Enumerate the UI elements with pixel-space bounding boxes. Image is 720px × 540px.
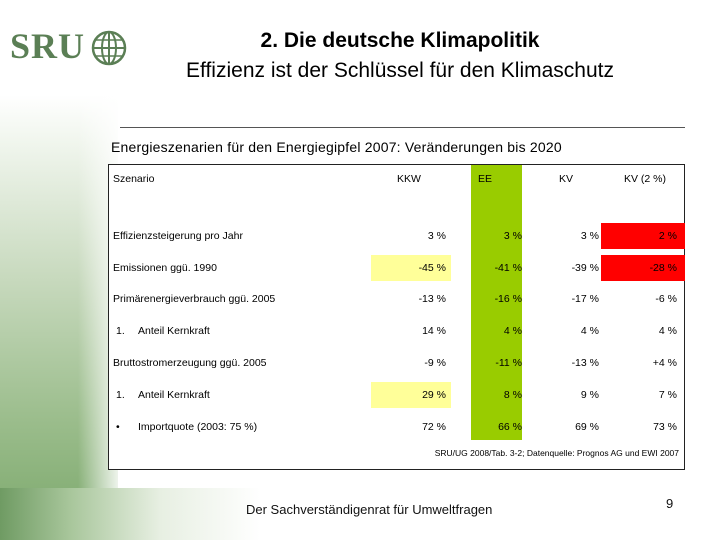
row-value: 72 %: [422, 421, 446, 433]
row-value: -45 %: [418, 262, 446, 274]
row-value: 2 %: [658, 230, 677, 242]
row-label: Bruttostromerzeugung ggü. 2005: [113, 357, 267, 369]
row-bullet: •: [116, 421, 120, 433]
row-value: -13 %: [418, 293, 446, 305]
row-value: 29 %: [422, 389, 446, 401]
row-value: 9 %: [580, 389, 599, 401]
row-value: -16 %: [494, 293, 522, 305]
row-value: 4 %: [503, 325, 522, 337]
row-value: -17 %: [571, 293, 599, 305]
yellow-highlight-kkw-row6: [371, 382, 451, 408]
yellow-highlight-kkw-row2: [371, 255, 451, 281]
header-ee: EE: [477, 173, 492, 185]
row-value: 4 %: [580, 325, 599, 337]
row-label: Emissionen ggü. 1990: [113, 262, 217, 274]
row-value: 66 %: [498, 421, 522, 433]
row-label: Anteil Kernkraft: [138, 389, 210, 401]
title-divider: [120, 127, 685, 128]
side-band: [0, 0, 118, 540]
row-value: -28 %: [649, 262, 677, 274]
header-kv: KV: [558, 173, 573, 185]
red-highlight-row2: [601, 255, 685, 281]
row-value: -41 %: [494, 262, 522, 274]
row-label: Effizienzsteigerung pro Jahr: [113, 230, 243, 242]
row-value: -13 %: [571, 357, 599, 369]
header-szenario: Szenario: [113, 173, 155, 185]
row-value: -11 %: [495, 357, 522, 369]
table-subtitle: Energieszenarien für den Energiegipfel 2…: [111, 139, 562, 155]
footer: Der Sachverständigenrat für Umweltfragen…: [0, 488, 720, 540]
row-value: 73 %: [653, 421, 677, 433]
logo-text: SRU: [10, 26, 86, 66]
header-kkw: KKW: [397, 173, 421, 185]
red-highlight-row1: [601, 223, 685, 249]
row-value: 8 %: [503, 389, 522, 401]
row-label: Primärenergieverbrauch ggü. 2005: [113, 293, 276, 305]
row-value: -39 %: [571, 262, 599, 274]
row-bullet: 1.: [116, 325, 125, 337]
page-title: 2. Die deutsche Klimapolitik Effizienz i…: [130, 26, 670, 86]
row-value: +4 %: [652, 357, 677, 369]
row-value: 3 %: [503, 230, 522, 242]
title-line-1: 2. Die deutsche Klimapolitik: [260, 29, 540, 52]
row-value: 3 %: [427, 230, 446, 242]
row-value: 3 %: [580, 230, 599, 242]
header-kv-2: KV (2 %): [623, 173, 666, 185]
row-label: Importquote (2003: 75 %): [138, 421, 258, 433]
row-value: 69 %: [575, 421, 599, 433]
row-value: -6 %: [655, 293, 677, 305]
table-source: SRU/UG 2008/Tab. 3-2; Datenquelle: Progn…: [434, 448, 679, 458]
title-line-2: Effizienz ist der Schlüssel für den Klim…: [186, 59, 614, 82]
ee-column-highlight: [471, 165, 522, 440]
row-value: 4 %: [658, 325, 677, 337]
row-value: -9 %: [424, 357, 446, 369]
row-value: 14 %: [422, 325, 446, 337]
row-value: 7 %: [658, 389, 677, 401]
row-bullet: 1.: [116, 389, 125, 401]
footer-text: Der Sachverständigenrat für Umweltfragen: [246, 502, 493, 517]
globe-icon: [91, 30, 127, 66]
sru-logo: SRU: [10, 24, 127, 72]
page-number: 9: [666, 496, 674, 511]
row-label: Anteil Kernkraft: [138, 325, 210, 337]
scenario-table: Szenario KKW EE KV KV (2 %) Effizienzsteigeru…: [108, 164, 685, 470]
